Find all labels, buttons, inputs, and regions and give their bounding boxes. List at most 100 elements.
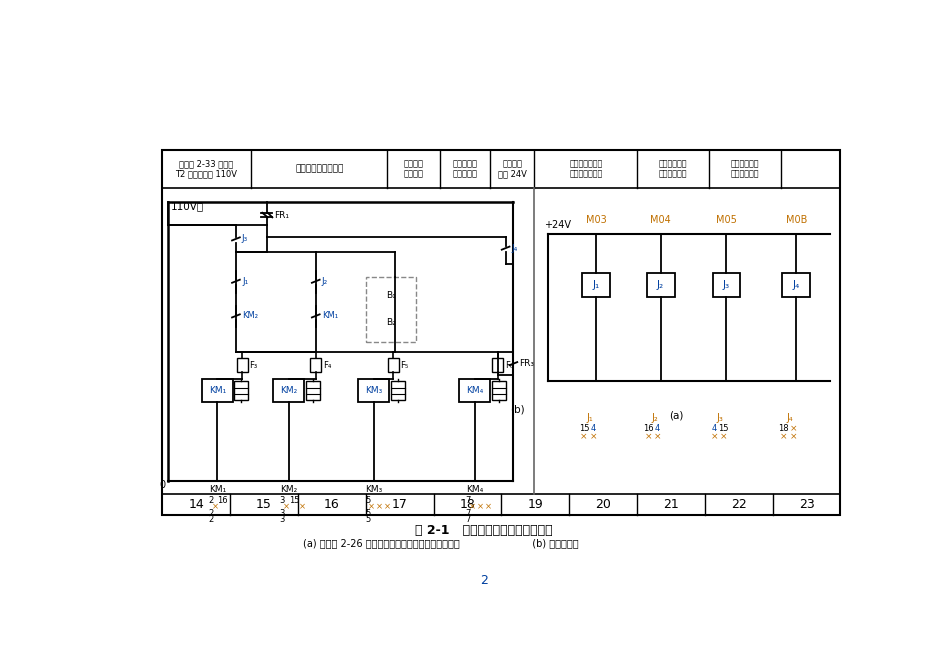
Text: KM₁: KM₁ [209,386,226,395]
Text: KM₂: KM₂ [279,386,297,395]
Text: KM₃: KM₃ [365,386,382,395]
Text: M04: M04 [649,215,670,225]
Text: ×: × [780,432,786,442]
Text: ×: × [710,432,717,442]
Text: 数控系统控制
主轴电机制动: 数控系统控制 主轴电机制动 [658,159,686,179]
Text: (a): (a) [668,410,683,420]
Text: 15: 15 [578,424,588,433]
Text: KM₄: KM₄ [465,486,482,494]
Text: ×: × [476,502,483,511]
Text: ×: × [580,432,587,442]
Text: 2: 2 [209,508,213,518]
Text: ×: × [367,502,375,511]
Text: 4: 4 [711,424,716,433]
Text: 23: 23 [798,498,814,511]
Bar [273,379,304,402]
Text: 15: 15 [717,424,728,433]
Text: ×: × [788,432,796,442]
Text: 16: 16 [324,498,339,511]
Text: KM₄: KM₄ [465,386,482,395]
Text: (b): (b) [510,405,524,415]
Text: 16: 16 [642,424,653,433]
Text: M0B: M0B [784,215,806,225]
Text: ×: × [298,502,306,511]
Text: 18: 18 [459,498,475,511]
Bar [492,359,503,372]
Text: F₅: F₅ [400,361,408,370]
Text: ×: × [653,432,661,442]
Text: 主轴电机
制动控制: 主轴电机 制动控制 [403,159,423,179]
Text: 4: 4 [654,424,660,433]
Bar [358,379,389,402]
Bar [712,273,740,298]
Bar [162,150,839,188]
Text: 7: 7 [465,496,471,505]
Text: (b) 控制电路图: (b) 控制电路图 [525,538,578,548]
Text: ×: × [788,424,796,433]
Bar [202,379,232,402]
Text: 4: 4 [590,424,596,433]
Text: 冷却电机正
转及关制动: 冷却电机正 转及关制动 [452,159,478,179]
Text: B₂: B₂ [386,318,396,327]
Text: 3: 3 [279,496,285,505]
Text: KM₁: KM₁ [209,486,226,494]
Text: 20: 20 [595,498,611,511]
Text: 110V～: 110V～ [171,201,204,211]
Text: (a) 来自图 2-26 的数控系统主轴及润滑控制接口电路: (a) 来自图 2-26 的数控系统主轴及润滑控制接口电路 [303,538,460,548]
Text: 21: 21 [663,498,678,511]
Bar [162,150,839,515]
Text: 数控系统控制主
轴电机正反反转: 数控系统控制主 轴电机正反反转 [569,159,602,179]
Text: M05: M05 [716,215,736,225]
Text: J₂: J₂ [656,280,664,290]
Bar [491,381,505,400]
Text: ×: × [719,432,726,442]
Bar [236,359,247,372]
Text: J₃: J₃ [716,413,723,423]
Text: 17: 17 [392,498,407,511]
Text: 数控系统控制
冷却电机制动: 数控系统控制 冷却电机制动 [730,159,759,179]
Text: F₆: F₆ [504,361,513,370]
Text: 5: 5 [364,508,370,518]
Text: 0: 0 [160,480,165,490]
Text: KM₂: KM₂ [242,311,258,320]
Text: J₁: J₁ [242,277,248,286]
Text: +24V: +24V [544,220,571,230]
Text: 来自图 2-33 变压器
T2 输出的交流 110V: 来自图 2-33 变压器 T2 输出的交流 110V [176,159,237,179]
Bar [646,273,674,298]
Text: 14: 14 [188,498,204,511]
Text: ×: × [589,432,597,442]
Text: J₃: J₃ [241,234,247,244]
Text: J₄: J₄ [792,280,799,290]
Text: 18: 18 [778,424,788,433]
Text: 15: 15 [289,496,299,505]
Text: 15: 15 [256,498,272,511]
Bar [365,276,416,342]
Bar [305,381,319,400]
Text: J₃: J₃ [722,280,730,290]
Text: ×: × [644,432,651,442]
Text: ×: × [384,502,391,511]
Text: ×: × [376,502,382,511]
Text: FR₃: FR₃ [519,359,534,368]
Text: B₁: B₁ [386,292,396,300]
Text: KM₃: KM₃ [365,486,382,494]
Text: KM₁: KM₁ [322,311,338,320]
Text: 图 2-1   数控系统接口与控制电路图: 图 2-1 数控系统接口与控制电路图 [414,524,552,537]
Text: J₁: J₁ [592,280,599,290]
Text: 5: 5 [364,514,370,524]
Text: KM₂: KM₂ [279,486,297,494]
Text: F₃: F₃ [249,361,257,370]
Text: J₁: J₁ [586,413,593,423]
Bar [310,359,321,372]
Text: J₄: J₄ [511,244,516,253]
Text: 2: 2 [209,496,213,505]
Text: 3: 3 [279,508,285,518]
Text: ×: × [282,502,290,511]
Text: 7: 7 [465,508,471,518]
Text: J₄: J₄ [785,413,793,423]
Bar [387,359,398,372]
Text: ×: × [211,502,218,511]
Bar [391,381,404,400]
Text: J₂: J₂ [322,277,328,286]
Text: 2: 2 [480,574,487,587]
